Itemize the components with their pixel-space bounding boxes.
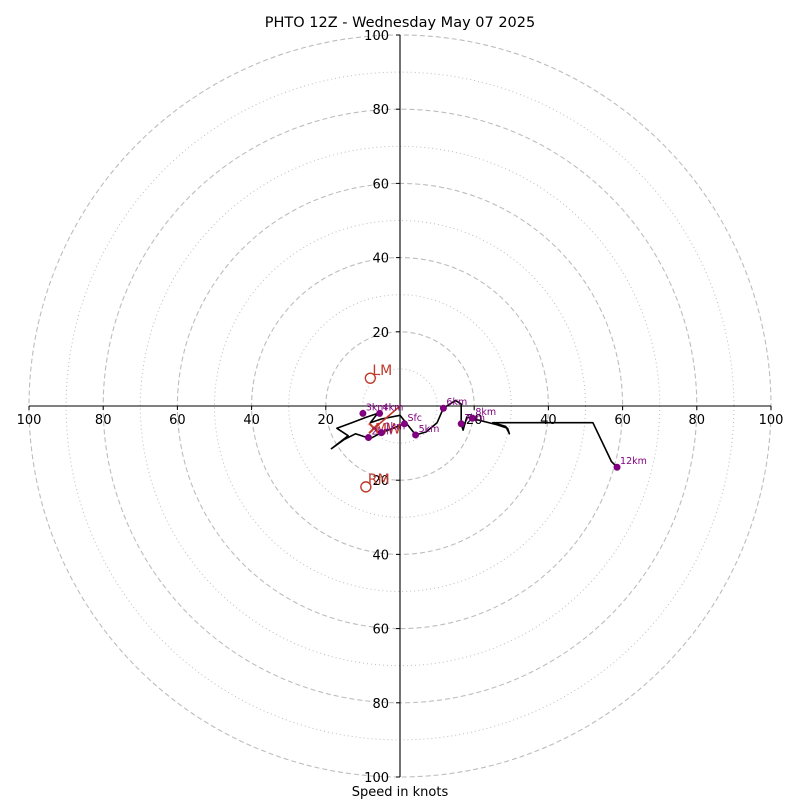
- x-axis-label: Speed in knots: [352, 785, 449, 800]
- wind-profile-line: [330, 399, 618, 468]
- x-tick-label: 40: [540, 413, 557, 428]
- height-marker-label: 8km: [475, 407, 496, 418]
- x-tick-label: 40: [243, 413, 260, 428]
- y-tick-label: 60: [372, 177, 389, 192]
- height-marker-label: Sfc: [407, 413, 422, 424]
- height-marker-dot: [377, 429, 385, 437]
- x-tick-label: 60: [614, 413, 631, 428]
- height-marker-label: 4km: [383, 402, 404, 413]
- lm-motion-label: LM: [372, 363, 392, 379]
- y-tick-label: 80: [372, 103, 389, 118]
- height-marker-label: 6km: [446, 397, 467, 408]
- height-marker-label: 1km: [384, 422, 405, 433]
- height-markers: Sfc1km2km3km4km5km6km7km8km12km: [359, 397, 647, 471]
- height-marker-dot: [468, 414, 476, 422]
- chart-title: PHTO 12Z - Wednesday May 07 2025: [265, 15, 535, 31]
- rm-motion-marker: [360, 481, 372, 493]
- y-tick-label: 20: [372, 326, 389, 341]
- height-marker-dot: [364, 434, 372, 442]
- x-tick-label: 80: [95, 413, 112, 428]
- height-marker-dot: [439, 404, 447, 412]
- height-marker-dot: [376, 409, 384, 417]
- height-marker-dot: [457, 420, 465, 428]
- y-tick-label: 80: [372, 697, 389, 712]
- y-tick-label: 60: [372, 623, 389, 638]
- x-tick-label: 80: [689, 413, 706, 428]
- x-tick-label: 100: [759, 413, 784, 428]
- y-tick-label: 100: [364, 771, 389, 786]
- height-marker-label: 3km: [366, 402, 387, 413]
- height-marker-label: 2km: [371, 427, 392, 438]
- height-marker-dot: [613, 463, 621, 471]
- height-marker-label: 5km: [419, 424, 440, 435]
- y-tick-label: 40: [372, 548, 389, 563]
- y-tick-label: 40: [372, 252, 389, 267]
- y-tick-label: 20: [372, 474, 389, 489]
- height-marker-label: 12km: [620, 456, 647, 467]
- y-tick-label: 100: [364, 29, 389, 44]
- hodograph-trace: [330, 399, 618, 468]
- mean-wind-marker: [368, 422, 380, 434]
- height-marker-dot: [359, 409, 367, 417]
- x-tick-label: 60: [169, 413, 186, 428]
- rm-motion-label: RM: [368, 472, 390, 488]
- x-tick-label: 100: [17, 413, 42, 428]
- height-marker-dot: [412, 431, 420, 439]
- x-tick-label: 20: [318, 413, 335, 428]
- height-marker-dot: [400, 420, 408, 428]
- lm-motion-marker: [364, 372, 377, 384]
